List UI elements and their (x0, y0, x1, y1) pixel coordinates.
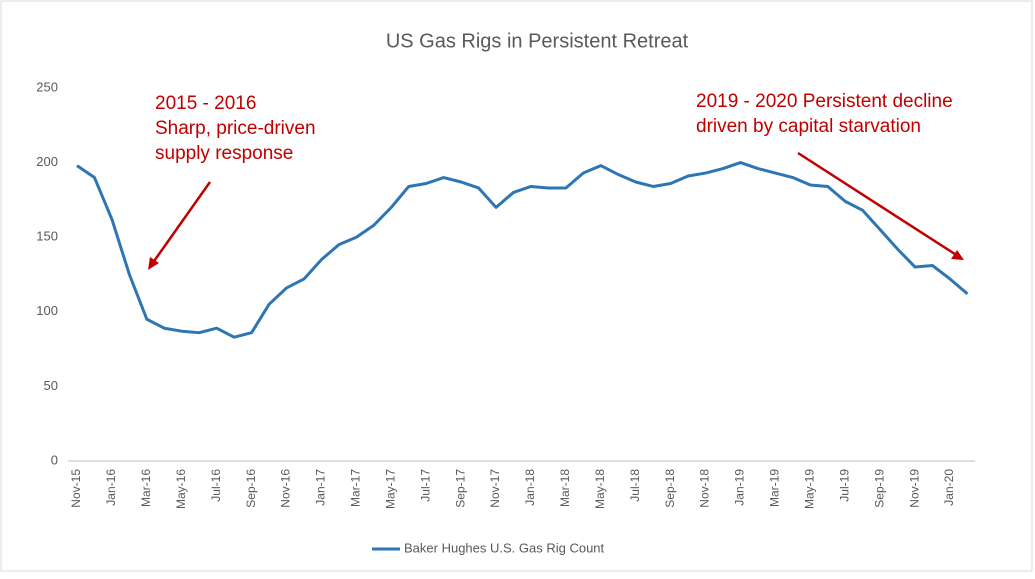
x-tick-label: Mar-19 (768, 469, 782, 507)
x-tick-label: May-16 (174, 469, 188, 509)
x-tick-label: Jan-19 (733, 469, 747, 506)
x-tick-label: Jan-20 (942, 469, 956, 506)
x-tick-label: Jul-19 (837, 469, 851, 502)
x-tick-label: Nov-15 (69, 469, 83, 508)
y-tick-label: 150 (36, 229, 58, 244)
annotation: supply response (155, 143, 293, 164)
x-tick-label: Nov-19 (907, 469, 921, 508)
x-tick-label: Jan-17 (314, 469, 328, 506)
y-tick-label: 250 (36, 79, 58, 94)
x-tick-label: Nov-17 (488, 469, 502, 508)
y-tick-label: 200 (36, 154, 58, 169)
arrow (797, 151, 959, 258)
x-tick-label: Sep-19 (872, 469, 886, 508)
x-tick-label: Jul-17 (418, 469, 432, 502)
x-tick-label: Sep-16 (244, 469, 258, 508)
y-tick-label: 0 (51, 452, 58, 467)
legend-label: Baker Hughes U.S. Gas Rig Count (404, 540, 605, 555)
annotation: 2015 - 2016 (155, 93, 256, 114)
x-tick-label: Sep-18 (663, 469, 677, 508)
y-tick-label: 100 (36, 303, 58, 318)
x-tick-label: Sep-17 (453, 469, 467, 508)
x-tick-label: Nov-16 (279, 469, 293, 508)
annotation: driven by capital starvation (696, 116, 921, 137)
arrow-head (148, 257, 159, 270)
x-tick-label: Mar-16 (139, 469, 153, 507)
arrow-head (951, 250, 964, 260)
x-tick-label: May-18 (593, 469, 607, 509)
x-tick-label: Jul-18 (628, 469, 642, 502)
arrow (150, 181, 212, 265)
x-tick-label: May-19 (802, 469, 816, 509)
series-line (76, 161, 969, 339)
y-tick-label: 50 (44, 378, 58, 393)
x-tick-label: Mar-18 (558, 469, 572, 507)
x-tick-label: Mar-17 (349, 469, 363, 507)
x-tick-label: Nov-18 (698, 469, 712, 508)
annotation: Sharp, price-driven (155, 118, 316, 139)
x-tick-label: Jan-18 (523, 469, 537, 506)
x-tick-label: Jan-16 (104, 469, 118, 506)
x-tick-label: May-17 (383, 469, 397, 509)
x-tick-label: Jul-16 (209, 469, 223, 502)
chart-title: US Gas Rigs in Persistent Retreat (386, 30, 689, 52)
annotation: 2019 - 2020 Persistent decline (696, 91, 953, 112)
